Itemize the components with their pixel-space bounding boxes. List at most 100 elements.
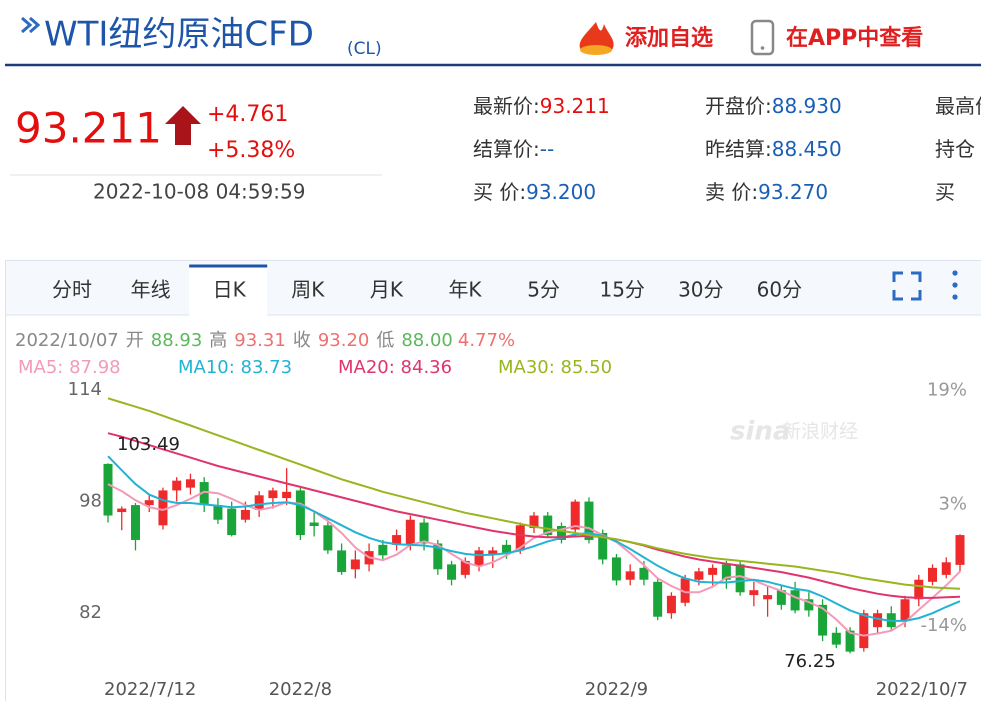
tab[interactable]: 15分 <box>599 278 644 302</box>
field: 最新价:93.211 <box>473 94 610 118</box>
candle-body <box>584 501 594 540</box>
info-label: 高 <box>209 330 227 351</box>
tab[interactable]: 日K <box>213 278 247 302</box>
candle-body <box>199 482 209 506</box>
candle-body <box>323 525 333 551</box>
button-label[interactable]: 在APP中查看 <box>786 25 923 51</box>
candle-body <box>598 532 608 560</box>
field-label: 持仓 <box>935 137 975 161</box>
candle-body <box>914 579 924 600</box>
field-label: 卖 价: <box>705 180 758 204</box>
ma-line <box>107 397 961 590</box>
info-value: 88.93 <box>151 330 203 351</box>
info-label: 开 <box>126 330 144 351</box>
candle-body <box>556 526 566 540</box>
candle-body <box>240 509 250 520</box>
candle-body <box>859 613 869 649</box>
tab[interactable]: 年线 <box>131 278 171 302</box>
annotation: 103.49 <box>117 434 180 455</box>
candle-body <box>158 490 168 526</box>
info-label: 收 <box>293 330 311 351</box>
chevron-icon <box>21 16 41 34</box>
candle-body <box>185 479 195 488</box>
tab[interactable]: 30分 <box>678 278 723 302</box>
up-arrow <box>165 106 201 145</box>
candle-body <box>309 522 319 527</box>
field: 买 价:93.200 <box>473 180 596 204</box>
x-tick-label: 2022/7/12 <box>104 679 196 700</box>
last-price: 93.211 <box>15 104 162 153</box>
y2-tick-label: 3% <box>938 494 967 515</box>
field-value: -- <box>540 137 554 161</box>
symbol-code: (CL) <box>347 39 382 59</box>
candle-body <box>405 519 415 545</box>
candle-body <box>790 590 800 611</box>
annotation: 76.25 <box>784 651 836 672</box>
candle-body <box>227 508 237 536</box>
app-view-button[interactable]: 在APP中查看 <box>750 19 923 56</box>
field: 昨结算:88.450 <box>705 137 842 161</box>
y2-tick-label: 19% <box>927 379 967 400</box>
more-icon[interactable] <box>952 270 958 300</box>
candle-body <box>172 480 182 491</box>
tab-selected-bg <box>189 265 268 316</box>
candle-body <box>749 590 759 596</box>
tab[interactable]: 60分 <box>757 278 802 302</box>
watermark: sina <box>730 417 790 447</box>
candle-body <box>392 535 402 545</box>
candle-body <box>708 567 718 575</box>
candle-body <box>543 515 553 536</box>
candle-body <box>900 599 910 621</box>
legend-entry: MA5: 87.98 <box>18 357 121 378</box>
field-value: 93.211 <box>540 94 610 118</box>
chart-info: 2022/10/07 开 88.93 高 93.31 收 93.20 低 88.00 4.77% M… <box>15 330 612 378</box>
y-tick-label: 82 <box>79 602 102 623</box>
candle-body <box>378 544 388 556</box>
add-watchlist-button[interactable]: 添加自选 <box>579 22 713 55</box>
candle-body <box>433 543 443 570</box>
tabs: 分时 年线 日K 周K 月K 年K 5分 15分 30分 60分 <box>52 264 802 316</box>
candle-body <box>474 550 484 566</box>
candle-body <box>213 505 223 520</box>
info-date: 2022/10/07 <box>15 330 119 351</box>
price-change: +4.761 <box>207 102 288 127</box>
candle-body <box>955 535 965 565</box>
watermark: 新浪财经 <box>782 421 858 443</box>
candle-body <box>268 490 278 499</box>
legend-entry: MA20: 84.36 <box>338 357 452 378</box>
quote-fields: 最新价:93.211 开盘价:88.930 最高价结算价:-- 昨结算:88.450 持… <box>473 94 981 204</box>
field: 买 <box>935 180 955 204</box>
field: 最高价 <box>935 94 981 118</box>
button-label[interactable]: 添加自选 <box>625 25 713 51</box>
tab[interactable]: 分时 <box>52 278 92 302</box>
fullscreen-icon[interactable] <box>892 271 922 301</box>
field-label: 买 <box>935 180 955 204</box>
candle-body <box>694 571 704 580</box>
candle-body <box>721 564 731 580</box>
candle-body <box>350 559 360 570</box>
legend-entry: MA30: 85.50 <box>498 357 612 378</box>
field: 卖 价:93.270 <box>705 180 828 204</box>
candle-body <box>570 501 580 530</box>
tab[interactable]: 5分 <box>527 278 560 302</box>
field-label: 开盘价: <box>705 94 772 118</box>
candle-body <box>117 508 127 513</box>
tab[interactable]: 周K <box>291 278 325 302</box>
candle-body <box>845 630 855 652</box>
candle-body <box>625 571 635 580</box>
tab[interactable]: 年K <box>448 278 482 302</box>
x-tick-label: 2022/10/7 <box>876 679 968 700</box>
candle-body <box>680 578 690 603</box>
info-value: 93.20 <box>318 330 370 351</box>
tab[interactable]: 月K <box>370 278 404 302</box>
info-label: 低 <box>376 330 394 351</box>
candle-body <box>928 567 938 582</box>
candle-body <box>460 560 470 575</box>
field-label: 结算价: <box>473 137 540 161</box>
x-tick-label: 2022/8 <box>269 679 332 700</box>
candle-body <box>144 500 154 506</box>
candle-body <box>941 562 951 575</box>
price-change-pct: +5.38% <box>207 138 295 163</box>
candle-body <box>763 595 773 600</box>
